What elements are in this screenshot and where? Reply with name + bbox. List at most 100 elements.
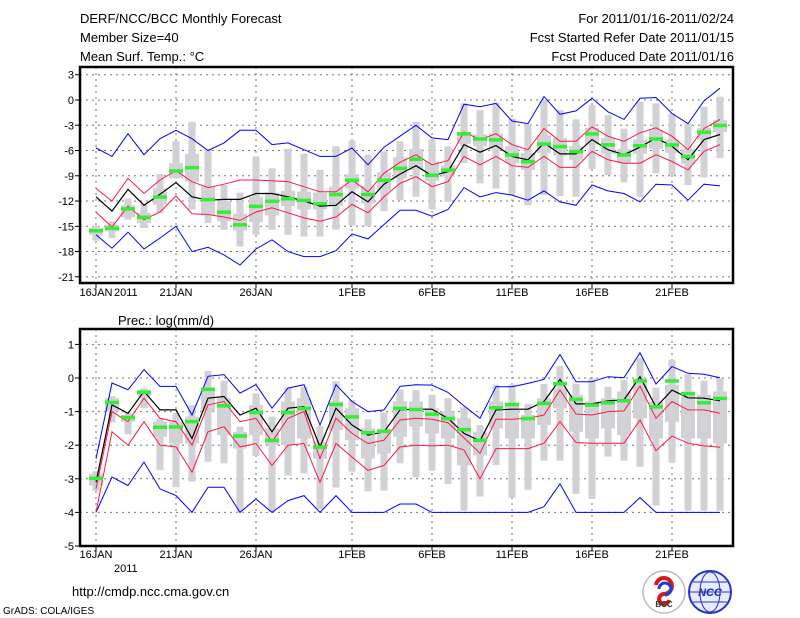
- median-mark: [473, 438, 487, 443]
- median-mark: [617, 153, 631, 157]
- y-tick-label: -12: [58, 196, 74, 208]
- median-mark: [489, 406, 503, 410]
- footer-url[interactable]: http://cmdp.ncc.cma.gov.cn: [72, 584, 229, 599]
- y-tick-label: -15: [58, 221, 74, 233]
- median-mark: [553, 381, 567, 386]
- x-tick-label: 1FEB: [338, 287, 366, 299]
- box-bar: [697, 394, 711, 439]
- whisker-bar: [524, 403, 532, 490]
- whisker-bar: [268, 416, 276, 512]
- grads-credit: GrADS: COLA/IGES: [3, 606, 94, 617]
- median-mark: [473, 137, 487, 141]
- median-mark: [89, 476, 103, 481]
- median-mark: [329, 402, 343, 407]
- median-mark: [361, 192, 375, 197]
- whisker-bar: [332, 381, 340, 488]
- median-mark: [249, 204, 263, 209]
- box-bar: [553, 388, 567, 409]
- median-mark: [585, 403, 599, 407]
- median-mark: [441, 416, 455, 421]
- y-tick-label: -21: [58, 272, 74, 284]
- whisker-bar: [252, 156, 260, 235]
- refer-date: Fcst Started Refer Date 2011/01/15: [530, 30, 734, 45]
- median-mark: [153, 195, 167, 199]
- box-bar: [153, 421, 167, 437]
- median-mark: [185, 165, 199, 170]
- median-mark: [489, 138, 503, 142]
- box-bar: [713, 391, 727, 444]
- whisker-bar: [412, 390, 420, 478]
- whisker-bar: [556, 365, 564, 461]
- whisker-bar: [700, 106, 708, 178]
- plot-frame: [78, 327, 735, 548]
- median-mark: [233, 434, 247, 438]
- median-mark: [585, 132, 599, 136]
- precipitation-panel: 1 0 -1 -2 -3 -4 -5 16JAN 21JAN 26JAN 1FEB 6FEB 11FEB…: [64, 327, 735, 575]
- median-mark: [281, 410, 295, 415]
- box-bar: [585, 401, 599, 439]
- whisker-bar: [572, 384, 580, 494]
- whisker-bar: [684, 374, 692, 511]
- median-mark: [345, 415, 359, 419]
- y-tick-label: -5: [64, 541, 74, 553]
- median-mark: [169, 425, 183, 429]
- median-mark: [457, 427, 471, 432]
- whisker-bar: [652, 387, 660, 506]
- whisker-bar: [508, 384, 516, 498]
- median-mark: [281, 197, 295, 201]
- max-line: [95, 87, 721, 166]
- box-bar: [457, 131, 471, 144]
- median-mark: [537, 142, 551, 146]
- median-mark: [169, 169, 183, 173]
- x-tick-label: 16JAN: [79, 549, 112, 561]
- median-mark: [553, 144, 567, 149]
- figure-title: DERF/NCC/BCC Monthly Forecast: [80, 11, 282, 26]
- median-mark: [601, 143, 615, 147]
- median-mark: [425, 412, 439, 416]
- median-mark: [121, 415, 135, 420]
- ncc-logo-text: NCC: [698, 587, 723, 599]
- median-mark: [105, 226, 119, 230]
- x-tick-label: 6FEB: [418, 549, 446, 561]
- y-tick-label: -6: [64, 146, 74, 158]
- x-tick-label: 21JAN: [159, 549, 192, 561]
- whisker-bar: [204, 149, 212, 223]
- median-mark: [233, 223, 247, 227]
- bcc-logo: BCC: [642, 570, 686, 614]
- box-bar: [521, 414, 535, 439]
- box-bar: [377, 428, 391, 454]
- median-mark: [329, 192, 343, 197]
- x-tick-label: 26JAN: [239, 287, 272, 299]
- median-mark: [377, 178, 391, 182]
- median-mark: [521, 416, 535, 421]
- median-mark: [393, 166, 407, 171]
- box-bar: [489, 401, 503, 429]
- x-tick-label: 21FEB: [655, 549, 689, 561]
- median-mark: [153, 425, 167, 430]
- median-mark: [201, 197, 215, 202]
- top-panel-variable: Mean Surf. Temp.: °C: [80, 49, 204, 64]
- box-bar: [329, 401, 343, 431]
- median-mark: [313, 445, 327, 449]
- median-mark: [297, 406, 311, 411]
- median-mark: [649, 405, 663, 409]
- median-mark: [345, 178, 359, 182]
- median-mark: [393, 406, 407, 411]
- median-mark: [249, 410, 263, 415]
- box-bar: [265, 192, 279, 216]
- box-bar: [217, 398, 231, 436]
- y-tick-label: -18: [58, 247, 74, 259]
- ensemble-mean-line: [95, 375, 721, 483]
- box-bar: [249, 196, 263, 223]
- y-tick-label: -1: [64, 407, 74, 419]
- max-line: [95, 351, 721, 459]
- median-mark: [137, 390, 151, 395]
- y-tick-label: -3: [64, 474, 74, 486]
- median-mark: [633, 379, 647, 383]
- year-label: 2011: [114, 563, 138, 575]
- median-mark: [617, 399, 631, 403]
- median-mark: [697, 130, 711, 134]
- box-bar: [233, 213, 247, 231]
- box-bar: [601, 398, 615, 429]
